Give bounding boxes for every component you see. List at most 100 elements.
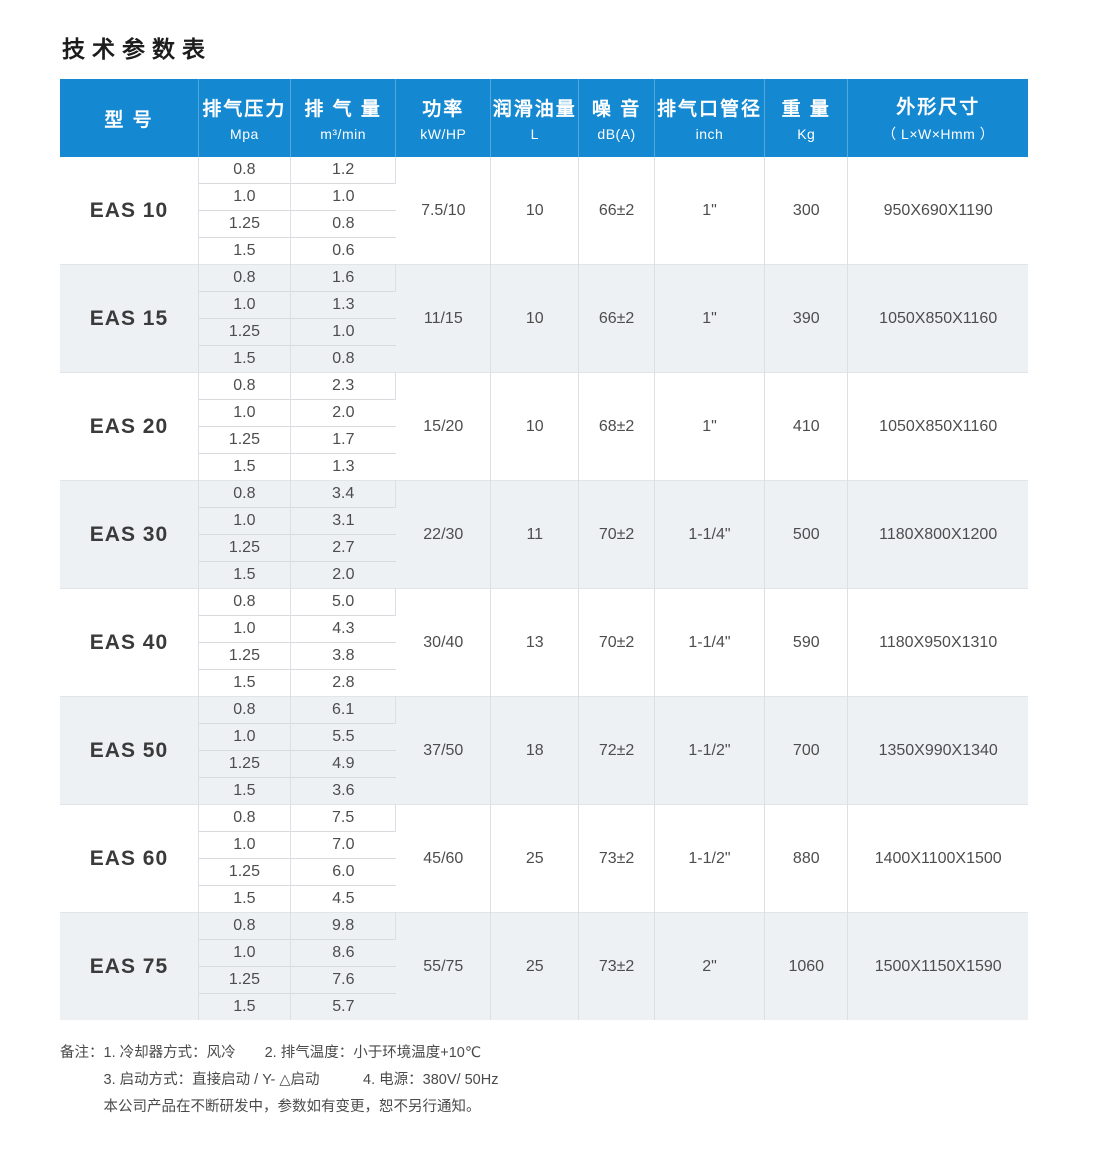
cell-flow: 7.6 <box>290 966 396 994</box>
table-row: 1.5 3.6 <box>60 777 1028 805</box>
spec-page: 技术参数表 型 号 排气压力 Mpa 排 气 量 m³/min 功率 kW/HP 润滑油量 L 噪… <box>60 36 1100 1121</box>
cell-noise: 73±2 <box>578 804 655 913</box>
cell-flow: 3.1 <box>290 507 396 535</box>
cell-flow: 1.0 <box>290 183 396 211</box>
col-header-label: 排气口管径 <box>656 99 762 120</box>
cell-flow: 0.8 <box>290 210 396 238</box>
col-header-unit: Mpa <box>230 126 259 142</box>
cell-oil: 25 <box>490 804 580 913</box>
cell-flow: 9.8 <box>290 912 397 940</box>
table-row: EAS 40 0.8 5.0 30/40 13 70±2 1-1/4" 590 1180X950… <box>60 588 1028 697</box>
table-row: EAS 30 0.8 3.4 22/30 11 70±2 1-1/4" 500 1180X800… <box>60 480 1028 589</box>
cell-pipe: 1" <box>654 372 766 481</box>
cell-flow: 5.5 <box>290 723 396 751</box>
cell-flow: 6.0 <box>290 858 396 886</box>
cell-oil: 10 <box>490 372 580 481</box>
table-row: 1.25 4.9 <box>60 750 1028 778</box>
cell-pressure: 1.5 <box>198 453 291 481</box>
cell-pressure: 1.5 <box>198 345 291 373</box>
cell-pressure: 1.25 <box>198 318 291 346</box>
cell-model: EAS 20 <box>60 372 199 481</box>
params-table: 型 号 排气压力 Mpa 排 气 量 m³/min 功率 kW/HP 润滑油量 L 噪 音 dB(A… <box>60 79 1028 1020</box>
table-row: 1.5 4.5 <box>60 885 1028 913</box>
cell-flow: 0.6 <box>290 237 396 265</box>
cell-model: EAS 15 <box>60 264 199 373</box>
cell-dims: 1180X800X1200 <box>847 480 1028 589</box>
table-row: 1.25 0.8 <box>60 210 1028 238</box>
table-header-row: 型 号 排气压力 Mpa 排 气 量 m³/min 功率 kW/HP 润滑油量 L 噪 音 dB(A… <box>60 79 1028 157</box>
cell-pressure: 0.8 <box>198 588 291 616</box>
cell-pipe: 1-1/4" <box>654 480 766 589</box>
cell-flow: 3.6 <box>290 777 396 805</box>
table-row: 1.0 3.1 <box>60 507 1028 535</box>
cell-noise: 66±2 <box>578 264 655 373</box>
table-row: EAS 60 0.8 7.5 45/60 25 73±2 1-1/2" 880 1400X110… <box>60 804 1028 913</box>
cell-dims: 1180X950X1310 <box>847 588 1028 697</box>
table-row: 1.0 7.0 <box>60 831 1028 859</box>
cell-oil: 25 <box>490 912 580 1020</box>
col-header-unit: L <box>530 126 539 142</box>
col-header-label: 外形尺寸 <box>896 97 981 118</box>
col-header-flow: 排 气 量 m³/min <box>290 79 397 157</box>
table-row: EAS 20 0.8 2.3 15/20 10 68±2 1" 410 1050X850X116… <box>60 372 1028 481</box>
cell-pressure: 1.5 <box>198 993 291 1020</box>
col-header-label: 噪 音 <box>591 99 642 120</box>
table-row: 1.25 6.0 <box>60 858 1028 886</box>
cell-flow: 1.7 <box>290 426 396 454</box>
cell-power: 7.5/10 <box>395 157 492 265</box>
footnote-line: 1. 冷却器方式：风冷 2. 排气温度：小于环境温度+10℃ <box>103 1045 482 1061</box>
table-row: 1.0 2.0 <box>60 399 1028 427</box>
cell-pressure: 1.0 <box>198 291 291 319</box>
table-row: EAS 10 0.8 1.2 7.5/10 10 66±2 1" 300 950X690X119… <box>60 157 1028 265</box>
table-head: 型 号 排气压力 Mpa 排 气 量 m³/min 功率 kW/HP 润滑油量 L 噪 音 dB(A… <box>60 79 1028 157</box>
cell-dims: 1500X1150X1590 <box>847 912 1028 1020</box>
table-row: 1.25 7.6 <box>60 966 1028 994</box>
table-row: 1.25 3.8 <box>60 642 1028 670</box>
footnotes-label: 备注： <box>60 1045 104 1061</box>
cell-noise: 73±2 <box>578 912 655 1020</box>
cell-flow: 0.8 <box>290 345 396 373</box>
cell-weight: 390 <box>764 264 849 373</box>
cell-oil: 10 <box>490 157 580 265</box>
cell-dims: 950X690X1190 <box>847 157 1028 265</box>
cell-weight: 700 <box>764 696 849 805</box>
cell-oil: 18 <box>490 696 580 805</box>
footnote-line: 3. 启动方式：直接启动 / Y- △启动 4. 电源：380V/ 50Hz <box>103 1072 499 1088</box>
col-header-model: 型 号 <box>60 79 199 157</box>
cell-power: 45/60 <box>395 804 492 913</box>
cell-pipe: 2" <box>654 912 766 1020</box>
cell-pipe: 1" <box>654 264 766 373</box>
cell-power: 55/75 <box>395 912 492 1020</box>
cell-pressure: 1.0 <box>198 615 291 643</box>
cell-dims: 1350X990X1340 <box>847 696 1028 805</box>
cell-pressure: 0.8 <box>198 264 291 292</box>
footnotes: 备注： 1. 冷却器方式：风冷 2. 排气温度：小于环境温度+10℃ 3. 启动… <box>60 1040 1100 1121</box>
cell-power: 37/50 <box>395 696 492 805</box>
cell-model: EAS 50 <box>60 696 199 805</box>
cell-flow: 5.7 <box>290 993 396 1020</box>
col-header-label: 重 量 <box>781 99 831 120</box>
table-row: 1.25 1.0 <box>60 318 1028 346</box>
cell-pressure: 1.0 <box>198 723 291 751</box>
cell-flow: 1.2 <box>290 157 397 184</box>
cell-flow: 8.6 <box>290 939 396 967</box>
cell-pressure: 1.0 <box>198 183 291 211</box>
cell-pressure: 0.8 <box>198 157 291 184</box>
cell-model: EAS 30 <box>60 480 199 589</box>
cell-pressure: 1.5 <box>198 237 291 265</box>
cell-model: EAS 75 <box>60 912 199 1020</box>
cell-pressure: 0.8 <box>198 696 291 724</box>
cell-pipe: 1-1/2" <box>654 804 766 913</box>
cell-pressure: 0.8 <box>198 480 291 508</box>
cell-noise: 70±2 <box>578 588 655 697</box>
cell-pressure: 1.25 <box>198 858 291 886</box>
cell-flow: 4.5 <box>290 885 396 913</box>
table-row: 1.0 4.3 <box>60 615 1028 643</box>
cell-power: 22/30 <box>395 480 492 589</box>
table-row: 1.5 0.8 <box>60 345 1028 373</box>
cell-oil: 10 <box>490 264 580 373</box>
cell-flow: 7.5 <box>290 804 397 832</box>
cell-flow: 2.0 <box>290 561 396 589</box>
cell-noise: 68±2 <box>578 372 655 481</box>
cell-pressure: 1.5 <box>198 561 291 589</box>
